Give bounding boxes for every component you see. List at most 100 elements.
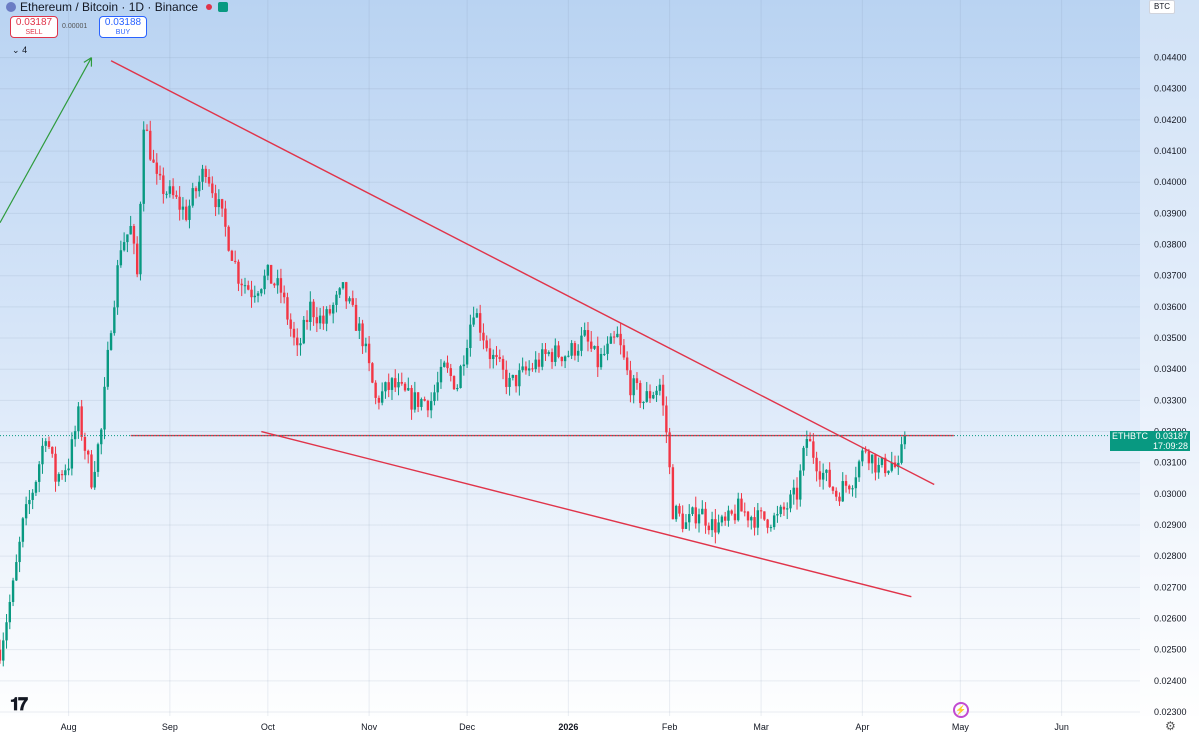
candle-body: [70, 439, 74, 469]
candle-body: [492, 354, 495, 360]
candle-body: [436, 382, 439, 393]
candle-body: [276, 278, 279, 286]
candle-body: [723, 516, 727, 521]
x-tick-label: Jun: [1054, 722, 1069, 732]
candle-body: [596, 345, 599, 368]
candle-body: [439, 366, 443, 383]
candle-body: [132, 225, 136, 244]
candle-body: [890, 462, 893, 471]
candle-body: [80, 406, 83, 437]
candle-body: [5, 622, 8, 641]
y-tick-label: 0.03700: [1154, 271, 1187, 281]
candle-body: [469, 324, 472, 348]
candle-body: [733, 513, 737, 521]
gear-icon[interactable]: ⚙: [1165, 719, 1176, 733]
candle-body: [60, 474, 64, 476]
candle-body: [292, 328, 296, 338]
candle-body: [848, 485, 851, 490]
candle-body: [11, 580, 15, 602]
candle-body: [299, 343, 302, 346]
candle-body: [867, 451, 871, 464]
candle-body: [403, 383, 407, 391]
candle-body: [158, 173, 162, 176]
candle-body: [109, 333, 113, 350]
candle-body: [795, 487, 799, 500]
candle-body: [429, 401, 433, 411]
candle-body: [756, 510, 760, 528]
x-tick-label: May: [952, 722, 970, 732]
candle-body: [155, 162, 158, 174]
time-axis[interactable]: Aug Sep Oct Nov Dec 2026 Feb Mar Apr May Jun: [0, 716, 1199, 733]
candle-body: [207, 176, 211, 184]
candle-body: [753, 517, 756, 528]
candle-body: [0, 649, 2, 661]
candle-body: [524, 366, 528, 371]
price-axis[interactable]: 0.04400 0.04300 0.04200 0.04100 0.04000 0.039…: [1140, 0, 1199, 733]
candle-body: [821, 472, 825, 480]
y-tick-label: 0.02900: [1154, 520, 1187, 530]
candle-body: [629, 370, 632, 396]
indicator-count: 4: [22, 45, 28, 55]
price-tag-price: 0.03187: [1155, 430, 1188, 441]
candle-body: [691, 507, 694, 515]
candle-body: [505, 369, 508, 387]
candle-body: [861, 450, 864, 462]
candle-body: [331, 304, 335, 314]
candle-body: [253, 295, 256, 298]
candle-body: [857, 461, 861, 478]
candle-body: [583, 330, 586, 336]
candle-body: [763, 511, 766, 520]
trendline: [110, 60, 935, 486]
candle-body: [302, 319, 305, 344]
sell-button[interactable]: 0.03187 SELL: [10, 16, 58, 38]
flag-icon[interactable]: [218, 2, 229, 12]
candle-body: [567, 355, 570, 357]
candle-body: [730, 510, 733, 514]
candle-body: [28, 499, 31, 505]
market-status-icon: [206, 4, 213, 10]
candle-body: [779, 506, 782, 515]
candle-body: [289, 319, 292, 329]
candle-body: [142, 129, 145, 204]
candle-body: [113, 307, 116, 334]
currency-button[interactable]: BTC: [1149, 0, 1175, 14]
candle-body: [877, 464, 880, 473]
candle-body: [67, 468, 70, 471]
candle-body: [325, 309, 328, 324]
candle-body: [485, 340, 488, 349]
candle-body: [15, 562, 18, 581]
buy-button[interactable]: 0.03188 BUY: [99, 16, 147, 38]
candles: [0, 120, 907, 667]
candle-body: [211, 183, 214, 194]
candle-body: [547, 352, 550, 355]
lightning-icon[interactable]: ⚡: [953, 702, 969, 718]
candle-body: [521, 366, 524, 371]
candle-body: [580, 335, 583, 351]
indicators-toggle[interactable]: ⌄ 4: [12, 45, 27, 56]
y-tick-label: 0.04400: [1154, 53, 1187, 63]
candle-body: [247, 285, 250, 290]
candle-body: [328, 309, 332, 314]
candle-body: [465, 347, 469, 365]
candle-body: [103, 386, 106, 430]
candle-body: [750, 517, 753, 521]
candle-body: [870, 454, 874, 464]
candle-body: [309, 301, 312, 322]
candle-body: [622, 345, 626, 358]
candle-body: [684, 522, 688, 529]
candle-body: [599, 353, 603, 368]
candle-body: [126, 234, 129, 243]
candle-body: [828, 469, 831, 487]
candle-body: [714, 519, 717, 533]
candle-body: [426, 400, 430, 411]
candle-body: [554, 345, 557, 362]
candle-body: [661, 384, 665, 406]
candle-body: [772, 515, 776, 528]
symbol-title[interactable]: Ethereum / Bitcoin · 1D · Binance: [20, 0, 199, 14]
candle-body: [825, 469, 828, 473]
candle-body: [612, 336, 616, 338]
candle-body: [410, 387, 413, 410]
tradingview-logo-icon[interactable]: 𝟏𝟕: [10, 694, 28, 714]
candle-body: [149, 130, 152, 160]
